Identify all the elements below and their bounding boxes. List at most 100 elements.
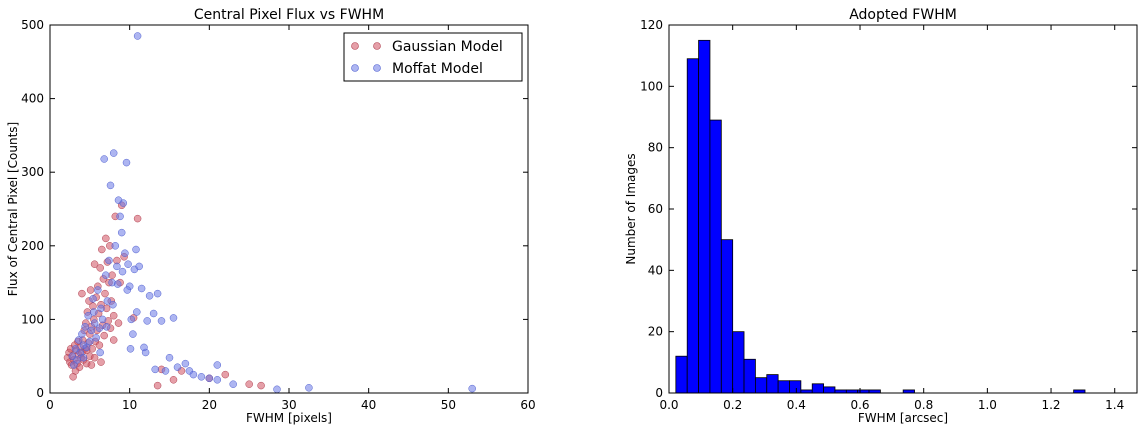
moffat-point [143, 317, 151, 325]
legend-marker-moffat [351, 64, 359, 72]
gaussian-point [109, 311, 118, 320]
moffat-point [103, 297, 112, 305]
histogram-bar [686, 58, 699, 394]
moffat-point [119, 199, 128, 207]
moffat-point [468, 384, 476, 393]
x-ticks: 0.0 0.2 0.4 0.6 0.8 1.0 1.2 1.4 [659, 25, 1124, 412]
gaussian-point [95, 341, 104, 349]
moffat-point [305, 384, 313, 392]
legend-label-gaussian: Gaussian Model [392, 39, 503, 55]
moffat-point [96, 348, 104, 357]
moffat-point [105, 256, 113, 265]
moffat-point [213, 361, 222, 369]
x-tick-label: 50 [441, 398, 456, 412]
moffat-point [102, 271, 110, 279]
moffat-point [79, 353, 88, 362]
x-tick-label: 20 [202, 398, 217, 412]
gaussian-point [109, 336, 118, 344]
moffat-point [229, 380, 237, 388]
gaussian-point [257, 381, 265, 390]
moffat-point [197, 373, 206, 381]
moffat-point [140, 343, 148, 352]
y-tick-label: 200 [21, 239, 44, 253]
histogram-bar [811, 383, 824, 394]
moffat-point [161, 367, 170, 375]
histogram-bars [675, 39, 1086, 394]
moffat-point [133, 32, 142, 40]
legend-marker-gaussian [373, 42, 381, 50]
gaussian-point [90, 260, 99, 268]
y-tick-label: 500 [21, 18, 44, 32]
moffat-point [102, 323, 111, 331]
moffat-point [106, 181, 115, 190]
legend-marker-moffat [373, 64, 381, 72]
moffat-point [113, 262, 121, 271]
moffat-point [133, 308, 141, 316]
histogram-bar [698, 39, 711, 394]
moffat-point [145, 292, 154, 300]
x-tick-label: 0.8 [914, 398, 933, 412]
histogram-chart: Adopted FWHM 0.0 0.2 0.4 0.6 0.8 1.0 1.2 1.4 0 2… [624, 7, 1138, 425]
moffat-point [116, 212, 124, 221]
x-tick-label: 0.4 [787, 398, 806, 412]
histogram-bar [766, 374, 779, 394]
moffat-point [95, 324, 104, 332]
x-tick-label: 0.2 [723, 398, 742, 412]
moffat-point [92, 334, 100, 342]
gaussian-point [101, 289, 109, 298]
moffat-point [117, 228, 126, 237]
legend: Gaussian Model Moffat Model [343, 32, 523, 82]
histogram-bar [732, 331, 745, 394]
moffat-point [205, 374, 214, 383]
chart-title: Adopted FWHM [849, 7, 957, 23]
histogram-bar [755, 377, 768, 394]
moffat-point [90, 319, 99, 327]
gaussian-point [98, 245, 106, 254]
y-tick-label: 100 [21, 312, 44, 326]
x-tick-label: 1.2 [1041, 398, 1060, 412]
histogram-bar [675, 355, 688, 394]
chart-title: Central Pixel Flux vs FWHM [194, 7, 384, 23]
gaussian-point [90, 353, 99, 362]
gaussian-point [169, 376, 178, 384]
moffat-point [189, 370, 198, 379]
gaussian-point [102, 234, 110, 243]
gaussian-point [78, 289, 86, 298]
x-tick-label: 10 [122, 398, 137, 412]
x-tick-label: 60 [520, 398, 535, 412]
y-tick-label: 40 [648, 263, 663, 277]
moffat-point [153, 289, 162, 298]
legend-frame [343, 32, 523, 82]
legend-marker-gaussian [351, 42, 359, 50]
histogram-bar [777, 380, 790, 394]
y-tick-label: 60 [648, 202, 663, 216]
moffat-point [123, 286, 132, 294]
moffat-point [118, 267, 127, 276]
moffat-point [137, 284, 146, 293]
x-tick-label: 0.6 [850, 398, 869, 412]
y-tick-label: 400 [21, 92, 44, 106]
moffat-point [213, 376, 222, 384]
y-axis-label: Flux of Central Pixel [Counts] [6, 122, 20, 296]
y-ticks: 0 20 40 60 80 100 120 [640, 18, 1137, 400]
scatter-points [63, 32, 476, 394]
y-tick-label: 20 [648, 325, 663, 339]
moffat-point [135, 262, 143, 271]
moffat-point [181, 359, 190, 368]
y-tick-label: 300 [21, 165, 44, 179]
moffat-point [87, 326, 96, 335]
moffat-point [90, 308, 98, 316]
moffat-point [73, 356, 81, 364]
moffat-point [94, 286, 102, 294]
y-tick-label: 100 [640, 79, 663, 93]
moffat-point [78, 330, 86, 338]
x-tick-label: 0 [46, 398, 54, 412]
moffat-point [113, 280, 122, 288]
x-tick-label: 0.0 [659, 398, 678, 412]
moffat-point [84, 311, 92, 320]
histogram-bar [789, 380, 802, 394]
moffat-point [97, 304, 105, 313]
x-tick-label: 30 [281, 398, 296, 412]
x-tick-label: 1.0 [978, 398, 997, 412]
